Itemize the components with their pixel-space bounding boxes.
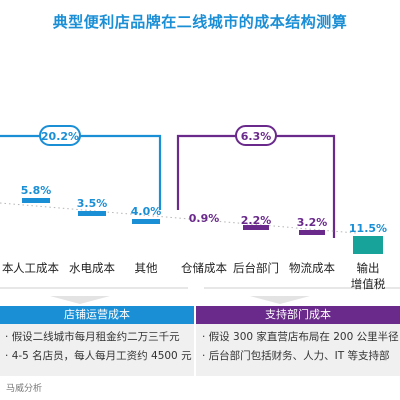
support-total-pill	[235, 125, 277, 146]
support-panel: 支持部门成本 · 假设 300 家直营店布局在 200 公里半径 · 后台部门包…	[196, 306, 400, 376]
bar-3	[132, 219, 160, 224]
category-label-3: 其他	[135, 261, 158, 275]
store-panel-line-2: · 4-5 名店员，每人每月工资约 4500 元	[5, 350, 192, 362]
support-down-arrow	[250, 296, 310, 304]
store-panel-header: 店铺运营成本	[0, 306, 194, 324]
store-total-label: 20.2%	[41, 130, 79, 143]
store-panel: 店铺运营成本 · 假设二线城市每月租金约二万三千元 · 4-5 名店员，每人每月…	[0, 306, 194, 376]
category-label-7: 输出	[357, 261, 380, 275]
value-label-7: 11.5%	[349, 222, 387, 235]
store-down-arrow	[50, 296, 110, 304]
source-note: 马威分析	[6, 384, 43, 394]
value-label-4: 0.9%	[189, 212, 220, 225]
support-total-label: 6.3%	[241, 130, 272, 143]
category-label-6: 物流成本	[289, 261, 335, 275]
chart-title: 典型便利店品牌在二线城市的成本结构测算	[52, 13, 348, 31]
bar-2	[78, 211, 106, 216]
category-label-4: 仓储成本	[181, 261, 227, 275]
value-label-1: 5.8%	[21, 184, 52, 197]
waterfall-connector-line	[0, 202, 357, 234]
bar-6	[299, 230, 325, 235]
category-label-7-line-1: 增值税	[351, 277, 386, 291]
support-panel-header: 支持部门成本	[196, 306, 400, 324]
support-panel-line-1: · 假设 300 家直营店布局在 200 公里半径	[202, 331, 399, 343]
support-panel-line-2: · 后台部门包括财务、人力、IT 等支持部	[202, 350, 390, 362]
category-label-0: 本	[2, 261, 14, 275]
category-label-5: 后台部门	[233, 261, 279, 275]
value-label-5: 2.2%	[241, 214, 272, 227]
category-label-1: 人工成本	[13, 261, 59, 275]
store-panel-line-1: · 假设二线城市每月租金约二万三千元	[5, 331, 180, 343]
bar-5	[243, 225, 269, 230]
value-label-3: 4.0%	[131, 205, 162, 218]
value-label-6: 3.2%	[297, 216, 328, 229]
category-label-2: 水电成本	[69, 261, 115, 275]
bar-7	[353, 236, 383, 254]
value-label-2: 3.5%	[77, 197, 108, 210]
store-total-pill	[39, 125, 81, 146]
bar-1	[22, 198, 50, 203]
